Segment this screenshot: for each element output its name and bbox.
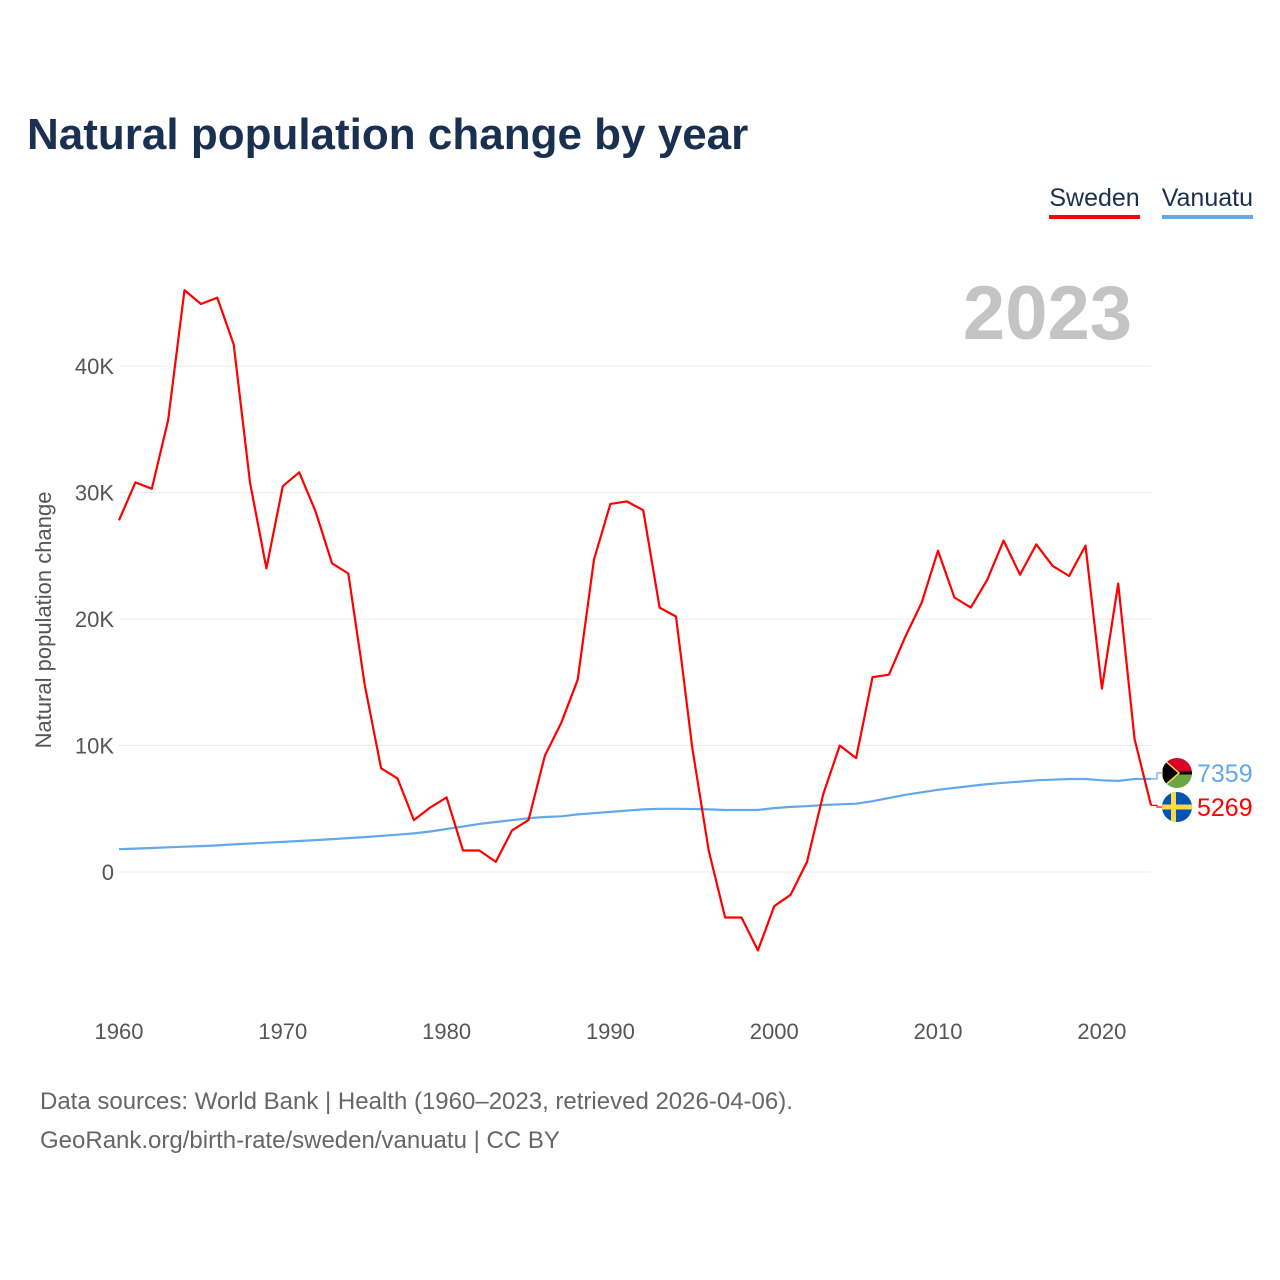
end-connector [1151, 772, 1163, 780]
series-line-sweden [117, 289, 1153, 952]
x-tick-label: 1990 [586, 1019, 635, 1044]
y-tick-label: 40K [75, 354, 114, 379]
y-axis-label: Natural population change [31, 492, 56, 749]
y-tick-label: 30K [75, 481, 114, 506]
x-tick-label: 2010 [914, 1019, 963, 1044]
footer-sources: Data sources: World Bank | Health (1960–… [40, 1088, 793, 1115]
year-watermark: 2023 [962, 271, 1132, 356]
legend: Sweden Vanuatu [1049, 184, 1253, 219]
legend-sweden[interactable]: Sweden [1049, 184, 1140, 219]
vanuatu-flag-icon [1162, 758, 1192, 788]
footer-link[interactable]: GeoRank.org/birth-rate/sweden/vanuatu | … [40, 1127, 560, 1154]
x-tick-label: 2000 [750, 1019, 799, 1044]
end-value-label-vanuatu: 7359 [1197, 760, 1253, 788]
chart-title: Natural population change by year [27, 110, 749, 159]
series-line-vanuatu [118, 777, 1152, 851]
x-tick-label: 1970 [258, 1019, 307, 1044]
end-value-label-sweden: 5269 [1197, 794, 1253, 822]
x-tick-label: 2020 [1077, 1019, 1126, 1044]
x-tick-label: 1980 [422, 1019, 471, 1044]
x-tick-label: 1960 [95, 1019, 144, 1044]
y-tick-label: 10K [75, 734, 114, 759]
y-tick-label: 20K [75, 607, 114, 632]
sweden-flag-icon [1162, 792, 1192, 822]
legend-vanuatu[interactable]: Vanuatu [1161, 184, 1253, 219]
end-connector [1151, 804, 1163, 808]
y-tick-label: 0 [102, 860, 114, 885]
